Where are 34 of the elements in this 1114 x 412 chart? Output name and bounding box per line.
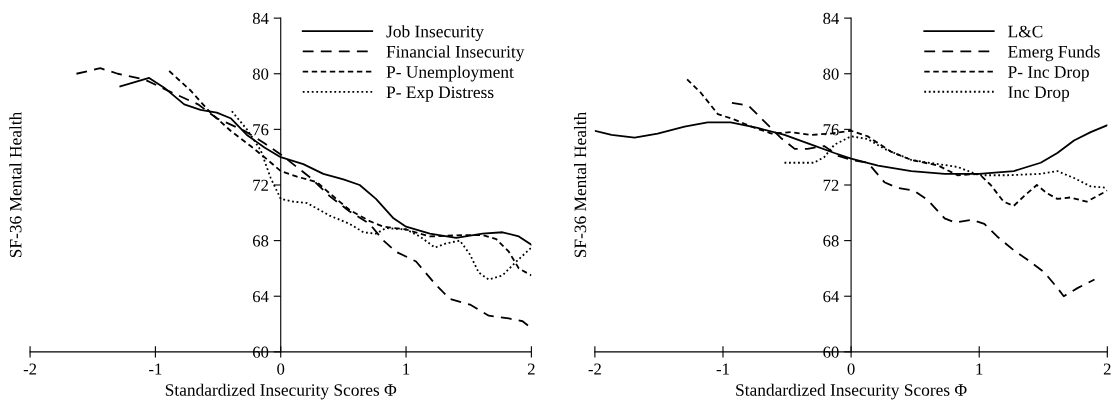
x-axis-title: Standardized Insecurity Scores Φ xyxy=(736,383,967,400)
y-axis-title: SF-36 Mental Health xyxy=(574,111,587,258)
y-tick-label: 76 xyxy=(823,124,839,136)
legend-label: P- Exp Distress xyxy=(386,86,494,102)
x-axis-title: Standardized Insecurity Scores Φ xyxy=(165,383,397,400)
legend-label: Job Insecurity xyxy=(386,25,484,41)
legend-label: Financial Insecurity xyxy=(386,45,525,62)
y-tick-label: 68 xyxy=(823,235,839,247)
x-tick-label: 1 xyxy=(403,363,410,375)
x-tick-label: -1 xyxy=(716,363,729,375)
legend-label: L&C xyxy=(1008,25,1043,38)
legend-label: P- Unemployment xyxy=(386,65,514,82)
y-tick-label: 84 xyxy=(823,12,840,25)
y-tick-label: 72 xyxy=(253,179,268,191)
y-tick-label: 80 xyxy=(823,68,839,80)
x-tick-label: 2 xyxy=(527,363,535,375)
y-tick-label: 64 xyxy=(823,290,840,303)
y-tick-label: 84 xyxy=(252,12,269,25)
y-tick-label: 72 xyxy=(823,179,839,191)
legend-label: Inc Drop xyxy=(1008,86,1070,102)
x-tick-label: 0 xyxy=(277,363,285,375)
y-tick-label: 64 xyxy=(252,290,269,303)
legend-label: P- Inc Drop xyxy=(1008,66,1089,82)
x-tick-label: -1 xyxy=(149,363,162,375)
x-tick-label: 0 xyxy=(847,363,855,375)
y-axis-title: SF-36 Mental Health xyxy=(9,111,22,258)
x-tick-label: -2 xyxy=(588,363,601,375)
legend-label: Emerg Funds xyxy=(1008,45,1100,62)
y-tick-label: 80 xyxy=(252,68,269,80)
x-tick-label: 2 xyxy=(1103,363,1111,375)
x-tick-label: 1 xyxy=(976,363,983,375)
y-tick-label: 76 xyxy=(253,124,269,136)
x-tick-label: -2 xyxy=(23,363,37,375)
y-tick-label: 68 xyxy=(252,235,269,247)
